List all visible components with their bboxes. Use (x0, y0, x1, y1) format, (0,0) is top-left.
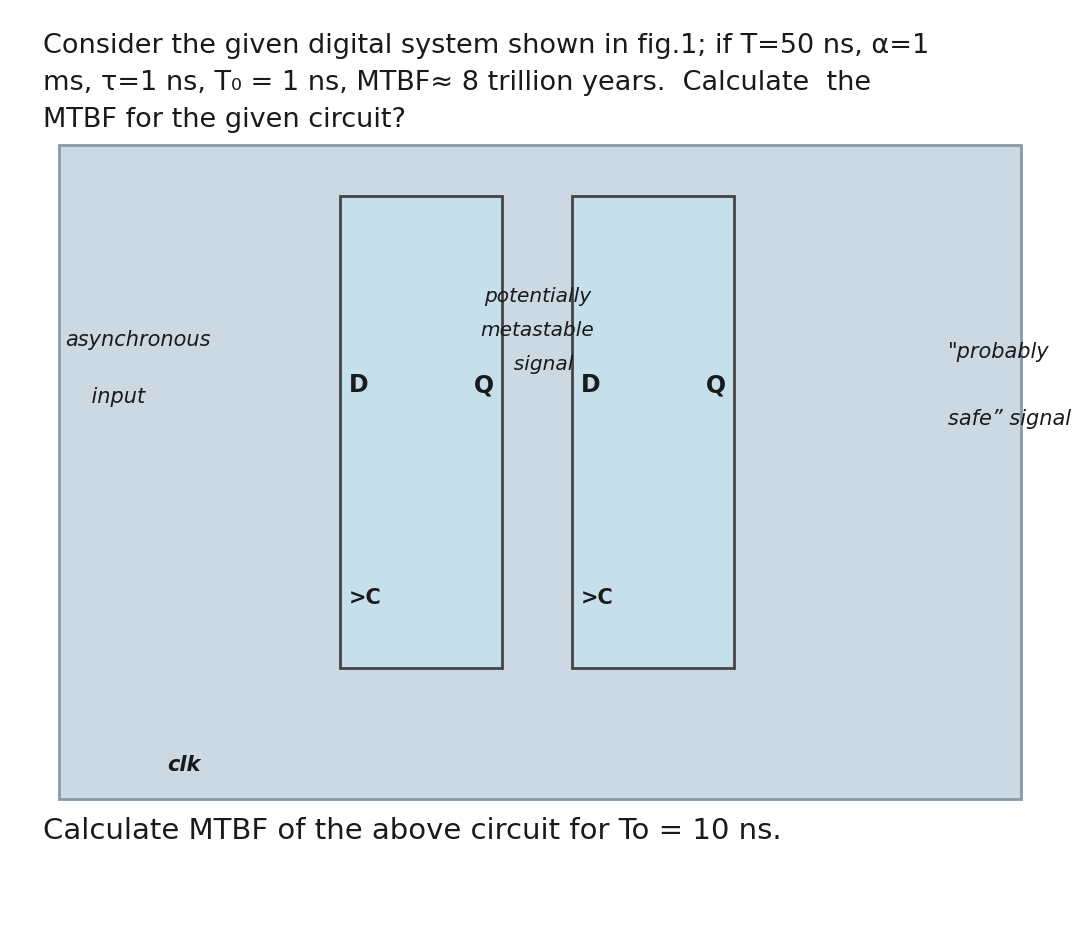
Text: Q: Q (705, 374, 726, 397)
Text: asynchronous: asynchronous (65, 330, 211, 349)
Text: Q: Q (473, 374, 494, 397)
Text: input: input (65, 387, 145, 407)
Text: ms, τ=1 ns, T₀ = 1 ns, MTBF≈ 8 trillion years.  Calculate  the: ms, τ=1 ns, T₀ = 1 ns, MTBF≈ 8 trillion … (43, 70, 872, 96)
Text: Consider the given digital system shown in fig.1; if T=50 ns, α=1: Consider the given digital system shown … (43, 33, 930, 59)
Text: >C: >C (349, 587, 381, 608)
Text: D: D (349, 374, 368, 397)
Text: clk: clk (167, 756, 201, 775)
Text: Calculate MTBF of the above circuit for To = 10 ns.: Calculate MTBF of the above circuit for … (43, 817, 782, 845)
Text: metastable: metastable (481, 321, 594, 340)
Text: >C: >C (581, 587, 613, 608)
Text: potentially: potentially (484, 287, 591, 305)
Text: "probably: "probably (948, 342, 1050, 361)
Text: safe” signal: safe” signal (948, 409, 1071, 429)
Text: MTBF for the given circuit?: MTBF for the given circuit? (43, 107, 406, 134)
Text: signal: signal (501, 355, 573, 374)
Text: D: D (581, 374, 600, 397)
